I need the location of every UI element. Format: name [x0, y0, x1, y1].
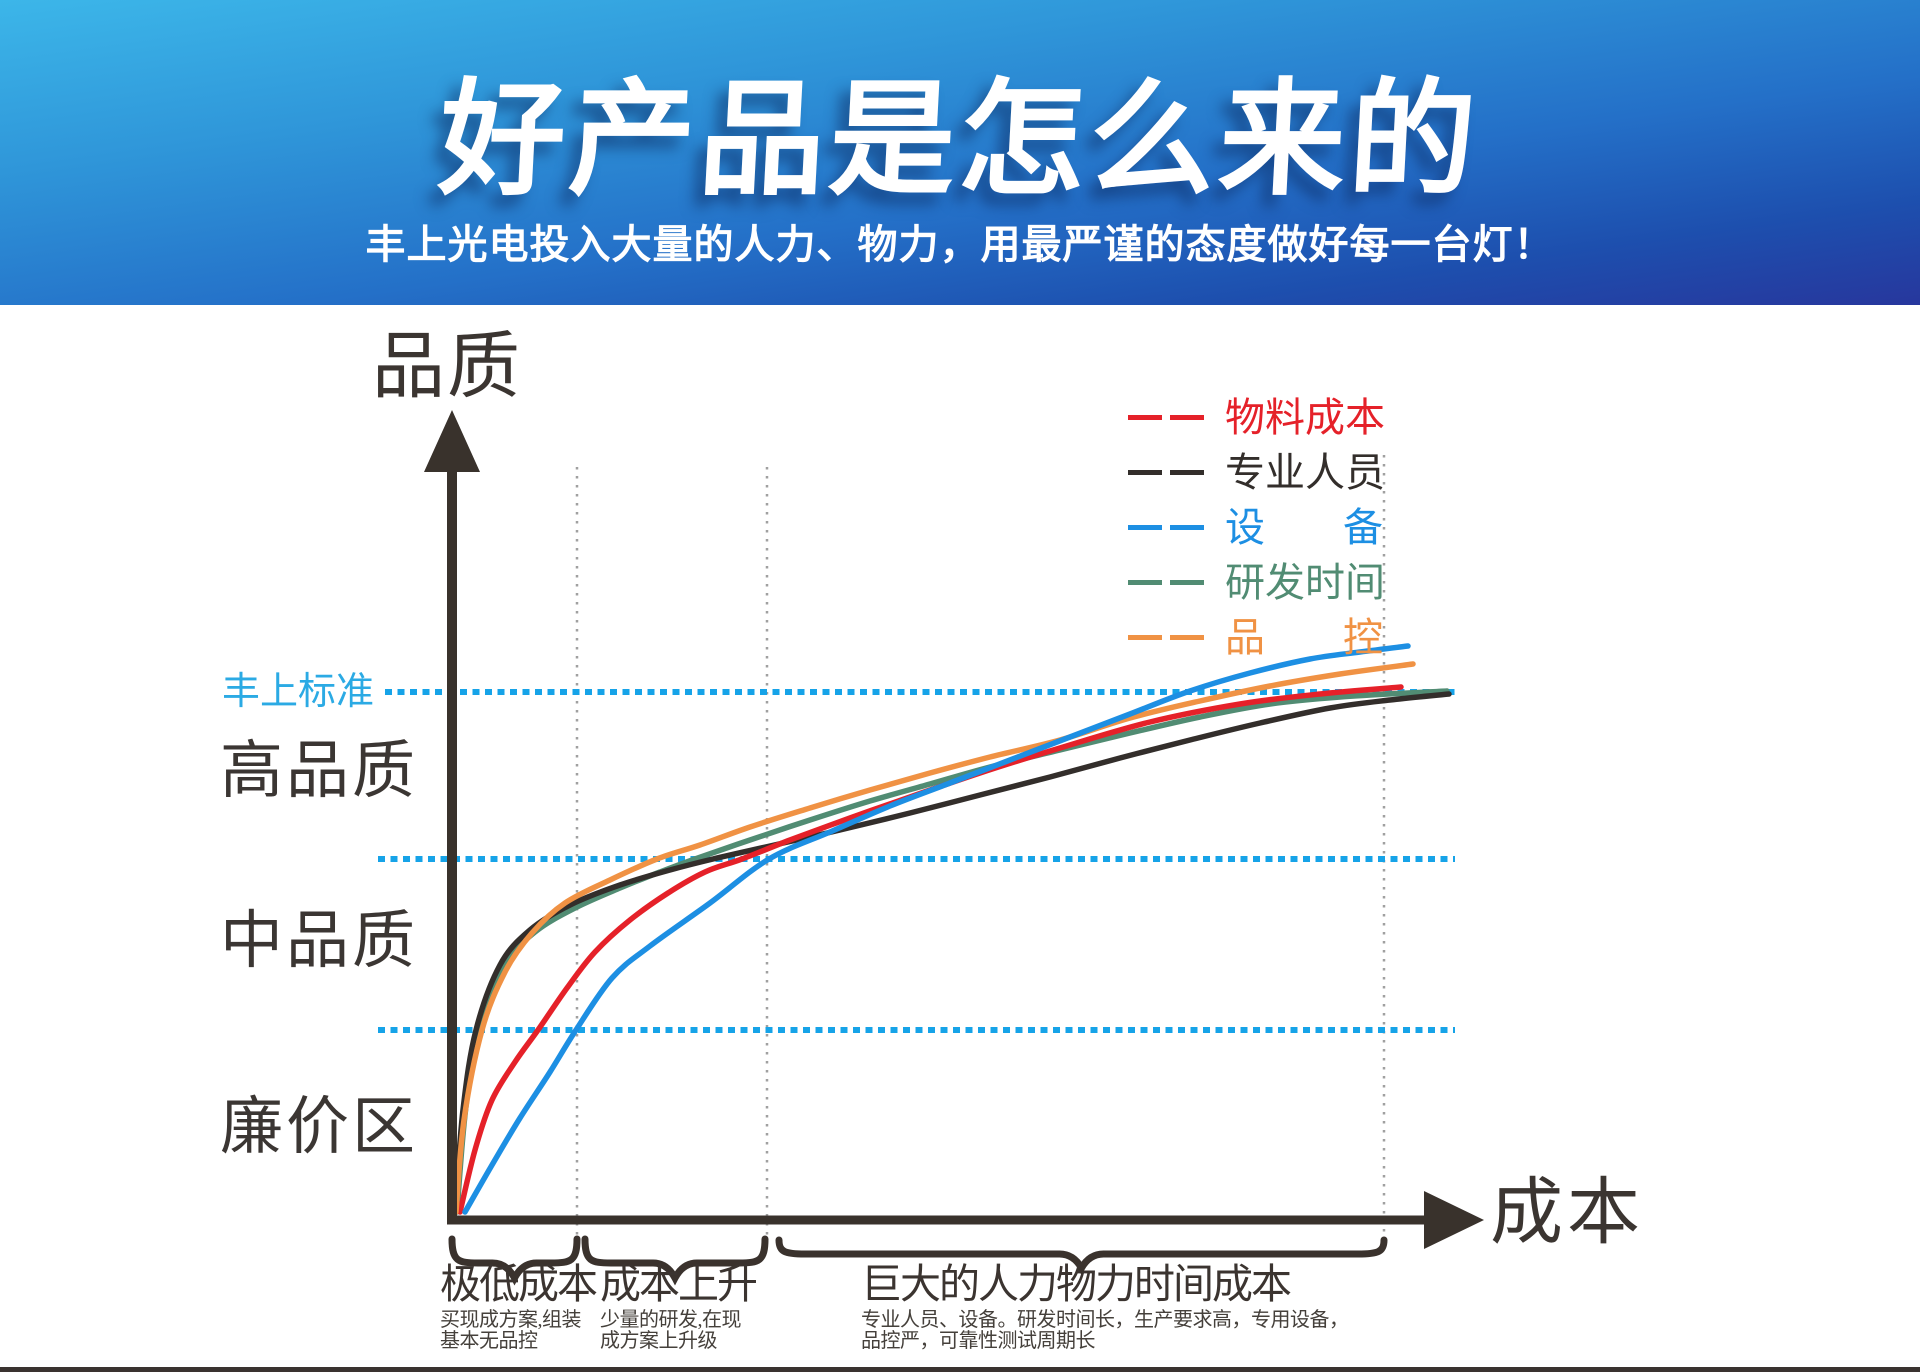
legend-dash [1170, 470, 1204, 475]
legend-label: 品控 [1225, 614, 1383, 660]
legend-dash [1128, 470, 1162, 475]
legend-item-设备: 设备 [1128, 500, 1383, 555]
legend-dash [1128, 525, 1162, 530]
chart-legend: 物料成本专业人员设备研发时间品控 [1128, 390, 1385, 665]
cost-section-description-line: 少量的研发,在现 [600, 1309, 742, 1331]
cost-section-title: 成本上升 [600, 1261, 758, 1307]
curve-设备 [462, 643, 1411, 1215]
legend-label-char: 控 [1343, 614, 1383, 660]
legend-item-物料成本: 物料成本 [1128, 390, 1385, 445]
legend-item-品控: 品控 [1128, 610, 1383, 665]
legend-label-char: 设 [1225, 504, 1265, 550]
legend-item-研发时间: 研发时间 [1128, 555, 1385, 610]
legend-label-char: 成 [1305, 394, 1345, 440]
cost-section-description-line: 买现成方案,组装 [440, 1309, 582, 1331]
series-curves [452, 643, 1452, 1215]
legend-item-专业人员: 专业人员 [1128, 445, 1385, 500]
x-axis-title: 成本 [1490, 1172, 1644, 1253]
legend-dash [1128, 580, 1162, 585]
cost-section-description: 买现成方案,组装 基本无品控 [440, 1310, 596, 1351]
brace-1 [448, 1235, 581, 1286]
cost-section-2: 成本上升 少量的研发,在现 成方案上升级 [600, 1261, 758, 1351]
legend-label-char: 人 [1305, 449, 1345, 495]
curve-品控 [453, 661, 1416, 1215]
legend-line-icon [1128, 580, 1204, 585]
band-label-3: 廉价区 [220, 1092, 418, 1162]
cost-section-1: 极低成本 买现成方案,组装 基本无品控 [440, 1261, 598, 1351]
legend-label-char: 时 [1305, 559, 1345, 605]
legend-dash [1170, 580, 1204, 585]
legend-dash [1170, 635, 1204, 640]
legend-label-char: 本 [1345, 394, 1385, 440]
legend-label-char: 间 [1345, 559, 1385, 605]
page-subtitle: 丰上光电投入大量的人力、物力，用最严谨的态度做好每一台灯！ [365, 223, 1555, 267]
band-label-1: 高品质 [220, 736, 418, 806]
threshold-dotted-lines [378, 689, 1455, 1033]
legend-label: 研发时间 [1225, 559, 1385, 605]
legend-line-icon [1128, 415, 1204, 420]
x-axis-arrowhead-icon [1424, 1191, 1484, 1249]
standard-line-label: 丰上标准 [222, 671, 375, 713]
header-banner: 好产品是怎么来的 丰上光电投入大量的人力、物力，用最严谨的态度做好每一台灯！ [0, 0, 1920, 305]
band-label-2: 中品质 [220, 906, 418, 976]
legend-label: 物料成本 [1225, 394, 1385, 440]
legend-label-char: 料 [1265, 394, 1305, 440]
curve-研发时间 [454, 688, 1450, 1215]
legend-dash [1170, 415, 1204, 420]
brace-3 [775, 1236, 1388, 1276]
legend-label-char: 发 [1265, 559, 1305, 605]
legend-label-char: 物 [1225, 394, 1265, 440]
cost-section-description: 少量的研发,在现 成方案上升级 [600, 1310, 756, 1351]
cost-section-description-line: 专业人员、设备。研发时间长，生产要求高，专用设备， [861, 1309, 1349, 1331]
cost-section-title: 巨大的人力物力时间成本 [861, 1261, 1292, 1307]
curve-物料成本 [457, 684, 1404, 1215]
cost-section-title: 极低成本 [440, 1261, 598, 1307]
legend-label-char: 专 [1225, 449, 1265, 495]
cost-section-description-line: 基本无品控 [440, 1329, 538, 1352]
legend-line-icon [1128, 635, 1204, 640]
section-braces [448, 1235, 1388, 1286]
legend-label-char: 研 [1225, 559, 1265, 605]
bottom-border [0, 1367, 1920, 1372]
brace-2 [581, 1235, 769, 1286]
legend-dash [1128, 415, 1162, 420]
legend-label-char: 业 [1265, 449, 1305, 495]
legend-label-char: 员 [1345, 449, 1385, 495]
legend-label: 专业人员 [1225, 449, 1385, 495]
cost-section-description-line: 成方案上升级 [600, 1329, 718, 1352]
y-axis-title: 品质 [372, 326, 522, 407]
cost-section-3: 巨大的人力物力时间成本 专业人员、设备。研发时间长，生产要求高，专用设备， 品控严，… [861, 1264, 1349, 1351]
legend-line-icon [1128, 470, 1204, 475]
legend-label-char: 备 [1343, 504, 1383, 550]
legend-dash [1128, 635, 1162, 640]
y-axis-arrowhead-icon [424, 410, 480, 472]
cost-section-description: 专业人员、设备。研发时间长，生产要求高，专用设备， 品控严，可靠性测试周期长 [861, 1310, 1349, 1351]
legend-label-char: 品 [1225, 614, 1265, 660]
legend-label: 设备 [1225, 504, 1383, 550]
section-divider-lines [575, 455, 1386, 1243]
curve-专业人员 [452, 691, 1452, 1215]
cost-section-description-line: 品控严，可靠性测试周期长 [861, 1329, 1095, 1352]
legend-line-icon [1128, 525, 1204, 530]
legend-dash [1170, 525, 1204, 530]
